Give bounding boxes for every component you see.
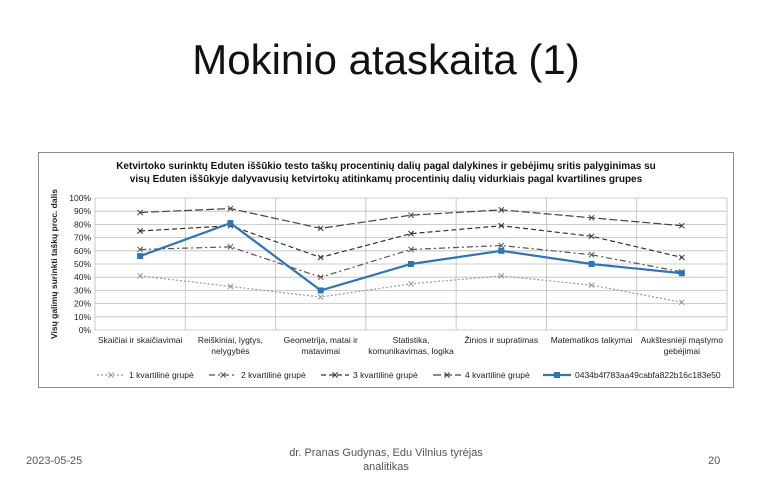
series-5-point (408, 261, 414, 267)
series-1-point (678, 299, 685, 306)
series-1-point (227, 283, 234, 290)
legend-marker-2 (220, 372, 226, 378)
footer-author-line-1: dr. Pranas Gudynas, Edu Vilnius tyrėjas (289, 447, 483, 459)
x-category-label: Aukštesnieji mąstymo (641, 335, 723, 345)
series-1-point (588, 282, 595, 289)
series-5-point (317, 287, 324, 294)
legend-label-2: 2 kvartilinė grupė (241, 370, 306, 380)
series-1-point (408, 280, 414, 287)
y-tick-label: 50% (74, 259, 91, 269)
y-tick-label: 70% (74, 233, 91, 243)
y-tick-label: 10% (74, 312, 91, 322)
series-3-point (408, 230, 414, 237)
y-tick-label: 100% (69, 193, 91, 203)
series-4-point (137, 209, 144, 216)
legend-marker-1 (108, 372, 114, 378)
chart-frame: Ketvirtoko surinktų Eduten iššūkio testo… (38, 152, 734, 388)
chart-title-line-1: Ketvirtoko surinktų Eduten iššūkio testo… (116, 161, 656, 172)
series-5-point (137, 253, 144, 260)
series-4-point (588, 214, 595, 221)
series-1-point (137, 272, 144, 279)
x-category-label: Geometrija, matai ir (284, 335, 358, 345)
x-category-label: nelygybės (211, 346, 249, 356)
series-4-point (498, 206, 505, 213)
footer-author: dr. Pranas Gudynas, Edu Vilnius tyrėjas … (250, 446, 522, 474)
legend-label-3: 3 kvartilinė grupė (353, 370, 418, 380)
y-tick-label: 30% (74, 285, 91, 295)
series-3-point (588, 233, 595, 240)
x-category-label: Žinios ir supratimas (464, 335, 538, 345)
x-category-label: komunikavimas, logika (368, 346, 454, 356)
series-4-point (227, 205, 234, 212)
y-tick-label: 40% (74, 272, 91, 282)
legend-label-4: 4 kvartilinė grupė (465, 370, 530, 380)
x-category-label: gebėjimai (664, 346, 700, 356)
legend-label-1: 1 kvartilinė grupė (129, 370, 194, 380)
chart-title-line-2: visų Eduten iššūkyje dalyvavusių ketvirt… (130, 174, 643, 185)
x-category-label: Statistika, (393, 335, 430, 345)
footer-date: 2023-05-25 (26, 455, 83, 467)
series-line-1 (140, 275, 682, 303)
y-tick-label: 90% (74, 206, 91, 216)
footer-page-number: 20 (708, 455, 721, 467)
series-4-point (678, 222, 685, 229)
series-line-3 (140, 225, 682, 259)
series-1-point (498, 272, 505, 279)
legend-marker-4 (444, 372, 450, 378)
x-category-label: matavimai (301, 346, 340, 356)
series-3-point (137, 228, 144, 234)
series-5-point (498, 247, 505, 254)
series-5-point (227, 220, 234, 227)
y-tick-label: 20% (74, 299, 91, 309)
series-2-point (227, 243, 234, 250)
series-2-point (408, 246, 414, 253)
legend-marker-5 (554, 372, 560, 378)
series-3-point (317, 254, 324, 261)
y-axis-label: Visų galimų surinkti taškų proc. dalis (49, 189, 59, 339)
slide-title: Mokinio ataskaita (1) (192, 36, 580, 83)
series-2-point (137, 246, 144, 253)
series-3-point (498, 222, 505, 229)
y-tick-label: 0% (79, 325, 92, 335)
legend-label-5: 0434b4f783aa49cabfa822b16c183e50 (575, 370, 721, 380)
y-tick-label: 80% (74, 219, 91, 229)
legend-marker-3 (332, 372, 338, 378)
series-1-point (317, 294, 324, 300)
series-2-point (317, 274, 324, 281)
footer-author-line-2: analitikas (363, 461, 409, 473)
y-tick-label: 60% (74, 246, 91, 256)
x-category-label: Matematikos taikymai (551, 335, 633, 345)
series-2-point (588, 251, 595, 258)
x-category-label: Skaičiai ir skaičiavimai (98, 335, 183, 345)
series-5-point (588, 261, 595, 267)
series-2-point (498, 242, 505, 249)
series-5-point (678, 270, 685, 277)
series-3-point (678, 254, 685, 261)
x-category-label: Reiškiniai, lygtys, (198, 335, 263, 345)
series-4-point (408, 212, 414, 219)
line-chart: Ketvirtoko surinktų Eduten iššūkio testo… (49, 161, 728, 380)
series-4-point (317, 225, 324, 232)
